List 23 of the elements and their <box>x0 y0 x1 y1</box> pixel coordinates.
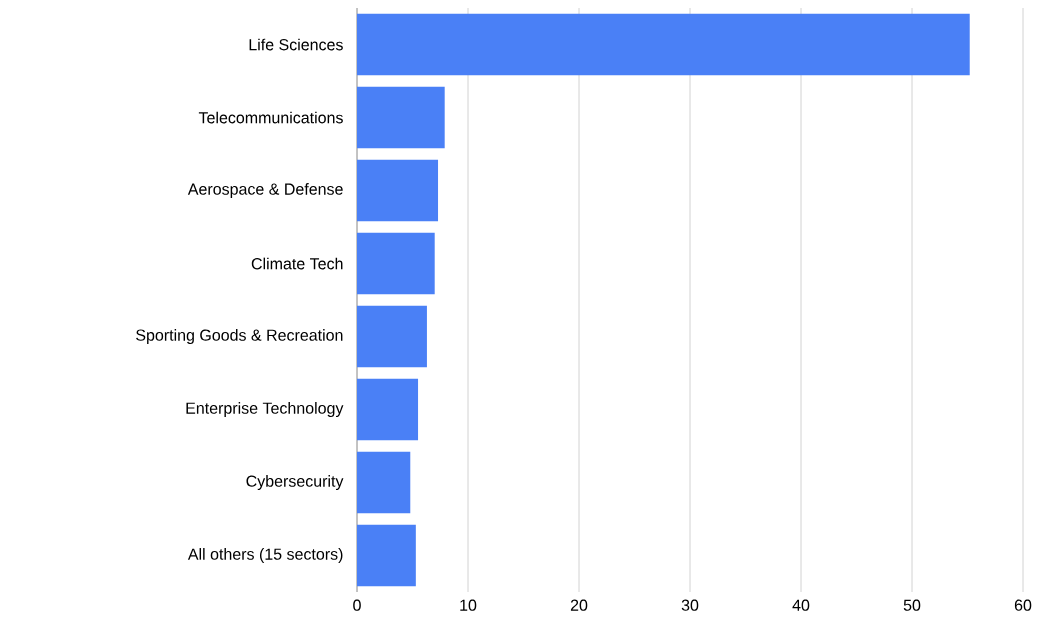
y-tick-label: Life Sciences <box>249 38 343 51</box>
bar <box>357 305 427 368</box>
x-tick-label: 50 <box>903 599 921 611</box>
x-tick-label: 60 <box>1014 599 1032 611</box>
y-tick-label: Telecommunications <box>198 111 343 124</box>
bar <box>357 13 970 76</box>
bar <box>357 232 435 295</box>
x-tick-label: 20 <box>570 599 588 611</box>
bar <box>357 451 411 514</box>
x-tick-label: 10 <box>460 599 477 611</box>
y-tick-label: All others (15 sectors) <box>187 548 343 563</box>
y-tick-label: Sporting Goods & Recreation <box>136 329 343 344</box>
y-tick-label: Enterprise Technology <box>186 402 344 417</box>
bar <box>357 378 419 441</box>
x-tick-label: 0 <box>353 599 361 611</box>
x-tick-label: 40 <box>792 599 810 611</box>
x-tick-label: 30 <box>681 599 699 611</box>
y-tick-label: Climate Tech <box>251 257 343 270</box>
bar <box>357 86 445 149</box>
bar <box>357 159 439 222</box>
y-tick-label: Cybersecurity <box>246 475 344 490</box>
y-tick-label: Aerospace & Defense <box>187 183 343 198</box>
bar <box>357 524 416 587</box>
